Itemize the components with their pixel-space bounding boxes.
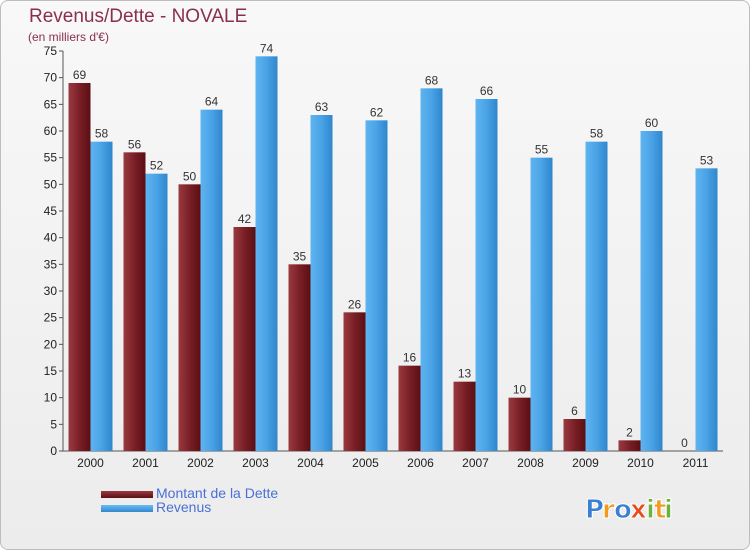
data-label-dette: 56 (128, 137, 142, 151)
data-label-revenus: 58 (590, 127, 604, 141)
data-label-revenus: 58 (95, 127, 109, 141)
y-tick-label: 30 (44, 284, 58, 298)
x-tick-label: 2004 (297, 456, 324, 470)
y-tick-label: 75 (44, 44, 58, 58)
x-tick-label: 2001 (132, 456, 159, 470)
y-tick-label: 45 (44, 204, 58, 218)
y-tick-label: 25 (44, 311, 58, 325)
data-label-dette: 16 (403, 351, 417, 365)
logo-letter: P (585, 495, 604, 525)
data-label-revenus: 62 (370, 105, 384, 119)
data-label-dette: 2 (626, 425, 633, 439)
x-tick-label: 2010 (627, 456, 654, 470)
bar-revenus (640, 131, 663, 451)
legend-swatch-dette (101, 491, 153, 498)
bar-revenus (145, 173, 168, 451)
data-label-dette: 26 (348, 297, 362, 311)
y-tick-label: 35 (44, 257, 58, 271)
y-tick-label: 5 (50, 417, 57, 431)
legend-swatch-revenus (101, 505, 153, 512)
x-tick-label: 2008 (517, 456, 544, 470)
bar-revenus (255, 56, 278, 451)
bar-dette (123, 152, 146, 452)
data-label-dette: 50 (183, 169, 197, 183)
data-label-revenus: 66 (480, 84, 494, 98)
data-label-revenus: 52 (150, 159, 164, 173)
bar-revenus (310, 115, 333, 451)
bar-dette (233, 227, 256, 451)
bar-revenus (365, 120, 388, 451)
bar-dette (68, 83, 91, 451)
proxiti-logo: Pr ox i ti (585, 495, 674, 526)
y-tick-label: 60 (44, 124, 58, 138)
data-label-dette: 10 (513, 383, 527, 397)
y-tick-label: 0 (50, 444, 57, 458)
y-tick-label: 50 (44, 177, 58, 191)
data-label-dette: 69 (73, 68, 87, 82)
data-label-revenus: 55 (535, 143, 549, 157)
bar-revenus (200, 109, 223, 452)
x-tick-label: 2007 (462, 456, 489, 470)
data-label-revenus: 74 (260, 41, 274, 55)
y-tick-label: 70 (44, 71, 58, 85)
bar-dette (178, 184, 201, 452)
bar-dette (343, 312, 366, 451)
legend-label-dette: Montant de la Dette (156, 485, 279, 501)
bar-dette (563, 419, 586, 451)
chart-subtitle: (en milliers d'€) (28, 30, 109, 44)
bar-dette (398, 365, 421, 451)
x-tick-label: 2003 (242, 456, 269, 470)
data-label-revenus: 68 (425, 73, 439, 87)
y-tick-label: 55 (44, 151, 58, 165)
logo-letter: x (630, 495, 647, 525)
bar-revenus (695, 168, 718, 452)
bar-revenus (530, 157, 553, 451)
logo-letter: o (614, 495, 632, 525)
logo-letter: i (646, 495, 655, 525)
data-label-dette: 0 (681, 436, 688, 450)
bar-dette (618, 440, 641, 451)
x-tick-label: 2002 (187, 456, 214, 470)
x-tick-label: 2006 (407, 456, 434, 470)
logo-letter: i (664, 495, 673, 525)
bar-dette (288, 264, 311, 451)
bar-revenus (475, 99, 498, 451)
data-label-dette: 13 (458, 367, 472, 381)
bar-dette (508, 397, 531, 451)
y-tick-label: 20 (44, 337, 58, 351)
y-tick-label: 65 (44, 97, 58, 111)
y-tick-label: 15 (44, 364, 58, 378)
data-label-dette: 42 (238, 212, 252, 226)
data-label-revenus: 64 (205, 95, 219, 109)
data-label-dette: 6 (571, 404, 578, 418)
data-label-revenus: 53 (700, 153, 714, 167)
data-label-revenus: 60 (645, 116, 659, 130)
x-tick-label: 2000 (77, 456, 104, 470)
bar-revenus (585, 141, 608, 451)
logo-letter: r (602, 495, 615, 525)
logo-letter: t (654, 495, 666, 525)
x-tick-label: 2011 (683, 456, 709, 470)
bar-revenus (90, 141, 113, 451)
x-tick-label: 2009 (572, 456, 599, 470)
data-label-dette: 35 (293, 249, 307, 263)
x-tick-label: 2005 (352, 456, 379, 470)
data-label-revenus: 63 (315, 100, 329, 114)
legend-label-revenus: Revenus (156, 499, 212, 515)
y-tick-label: 10 (44, 391, 58, 405)
chart-title: Revenus/Dette - NOVALE (29, 6, 248, 27)
bar-dette (453, 381, 476, 451)
bar-revenus (420, 88, 443, 451)
y-tick-label: 40 (44, 231, 58, 245)
